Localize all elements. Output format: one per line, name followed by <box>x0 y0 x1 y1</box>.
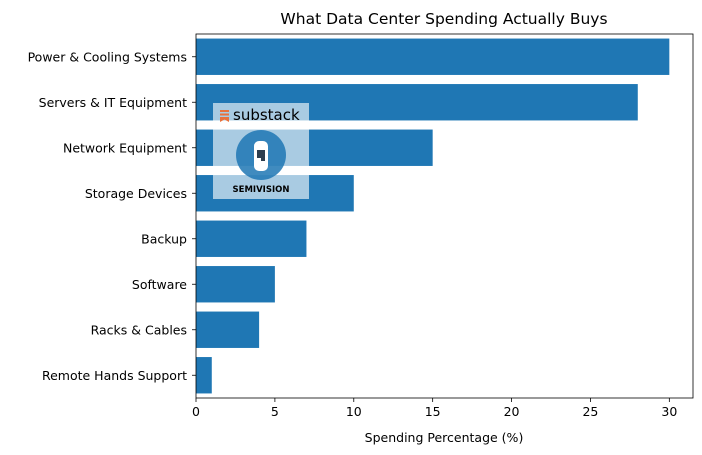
x-axis-ticks: 0 5 10 15 20 25 30 <box>192 398 677 419</box>
plot-frame <box>195 33 694 399</box>
bar-8 <box>196 357 212 394</box>
y-tick-label: Power & Cooling Systems <box>28 49 187 64</box>
bar-6 <box>196 266 275 303</box>
y-tick-label: Software <box>132 277 187 292</box>
x-tick-label: 30 <box>661 404 677 419</box>
substack-watermark: substack SEMIVISION <box>213 103 309 199</box>
bar-1 <box>196 38 670 75</box>
y-tick-label: Remote Hands Support <box>42 368 187 383</box>
y-axis-ticks: Power & Cooling Systems Servers & IT Equi… <box>28 49 196 383</box>
x-tick-label: 0 <box>192 404 200 419</box>
y-tick-label: Storage Devices <box>85 186 187 201</box>
x-axis-label: Spending Percentage (%) <box>365 430 524 445</box>
semivision-logo-icon <box>236 130 286 180</box>
watermark-caption: SEMIVISION <box>233 185 290 195</box>
bar-7 <box>196 311 260 348</box>
x-tick-label: 15 <box>425 404 441 419</box>
y-tick-label: Servers & IT Equipment <box>39 95 187 110</box>
y-tick-label: Backup <box>141 231 187 246</box>
bar-5 <box>196 220 307 257</box>
x-tick-label: 10 <box>346 404 362 419</box>
axes-frame <box>195 33 694 399</box>
chart-title: What Data Center Spending Actually Buys <box>280 10 607 28</box>
y-tick-label: Network Equipment <box>63 140 187 155</box>
watermark-brand: substack <box>233 106 300 124</box>
substack-logo-icon <box>220 110 229 122</box>
x-tick-label: 25 <box>582 404 598 419</box>
x-tick-label: 5 <box>271 404 279 419</box>
x-tick-label: 20 <box>504 404 520 419</box>
y-tick-label: Racks & Cables <box>91 322 187 337</box>
